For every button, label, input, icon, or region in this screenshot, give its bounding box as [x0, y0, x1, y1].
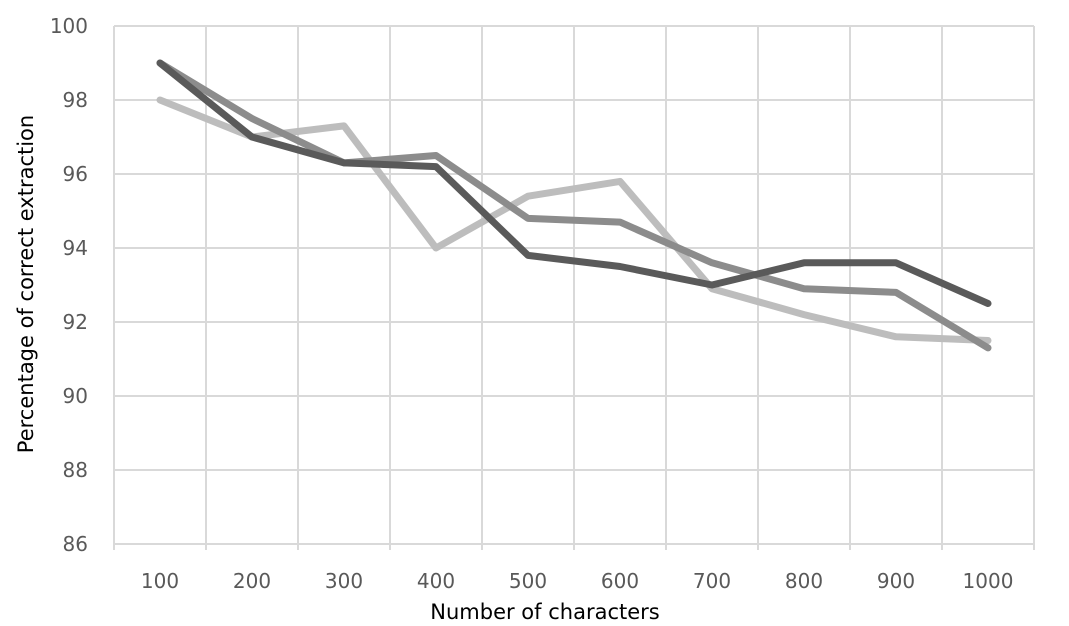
y-tick-label: 94 — [63, 236, 88, 260]
y-axis-title: Percentage of correct extraction — [14, 115, 38, 453]
x-tick-label: 700 — [693, 569, 731, 593]
x-tick-label: 300 — [325, 569, 363, 593]
series-line-1 — [156, 59, 992, 307]
x-tick-label: 900 — [877, 569, 915, 593]
series-lines — [156, 59, 992, 352]
x-axis-title: Number of characters — [430, 600, 659, 624]
y-tick-label: 86 — [63, 532, 88, 556]
y-tick-label: 92 — [63, 310, 88, 334]
x-tick-label: 200 — [233, 569, 271, 593]
y-tick-label: 96 — [63, 162, 88, 186]
series-line-3 — [156, 96, 992, 344]
x-tick-label: 800 — [785, 569, 823, 593]
x-tick-label: 500 — [509, 569, 547, 593]
y-tick-label: 98 — [63, 88, 88, 112]
x-tick-label: 600 — [601, 569, 639, 593]
x-tick-label: 100 — [141, 569, 179, 593]
grid — [113, 25, 1035, 550]
y-tick-label: 100 — [50, 14, 88, 38]
y-tick-label: 90 — [63, 384, 88, 408]
y-axis-ticks: 86 88 90 92 94 96 98 100 — [50, 14, 88, 556]
x-tick-label: 1000 — [963, 569, 1014, 593]
series-line-2 — [156, 59, 992, 352]
x-axis-ticks: 100 200 300 400 500 600 700 800 900 1000 — [141, 569, 1014, 593]
x-tick-label: 400 — [417, 569, 455, 593]
y-tick-label: 88 — [63, 458, 88, 482]
